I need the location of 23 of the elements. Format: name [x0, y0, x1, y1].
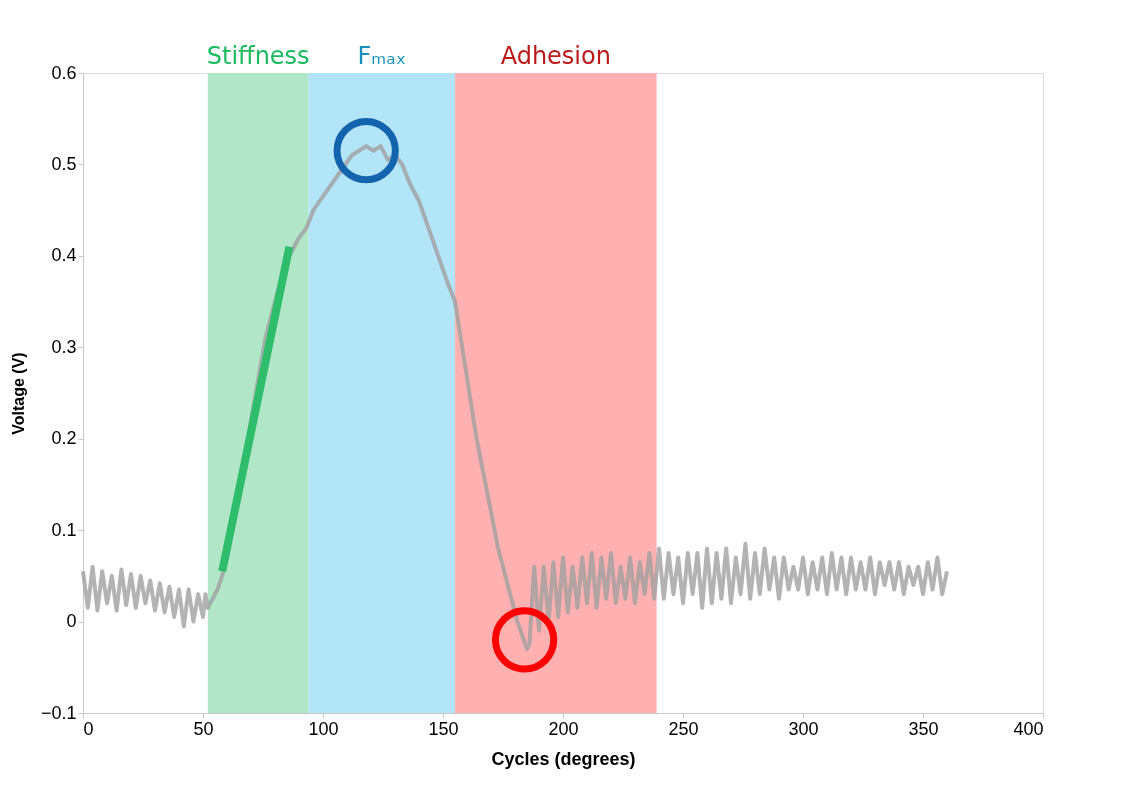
- line-series: [81, 144, 949, 651]
- y-tick-label: 0.3: [51, 336, 77, 357]
- x-tick-label: 150: [428, 718, 459, 739]
- y-tick-label: 0.5: [51, 153, 77, 174]
- x-tick-label: 200: [548, 718, 579, 739]
- band-label: Adhesion: [500, 42, 611, 70]
- x-tick-label: 50: [193, 718, 214, 739]
- band-label: Fₘₐₓ: [357, 42, 407, 70]
- x-tick-label: 350: [908, 718, 939, 739]
- x-tick-label: 250: [668, 718, 699, 739]
- x-tick-label: 400: [1013, 718, 1044, 739]
- y-tick-label: 0.6: [51, 62, 77, 83]
- x-tick-label: 0: [83, 718, 94, 739]
- y-tick-label: 0.4: [51, 245, 77, 266]
- y-axis-title: Voltage (V): [9, 352, 27, 435]
- y-tick-label: 0.1: [51, 519, 77, 540]
- x-axis-title: Cycles (degrees): [491, 748, 636, 769]
- y-tick-label: 0.2: [51, 428, 77, 449]
- y-tick-label: −0.1: [40, 702, 77, 723]
- x-tick-label: 100: [308, 718, 339, 739]
- x-tick-label: 300: [788, 718, 819, 739]
- y-tick-label: 0: [66, 611, 77, 632]
- band-label: Stiffness: [206, 42, 310, 70]
